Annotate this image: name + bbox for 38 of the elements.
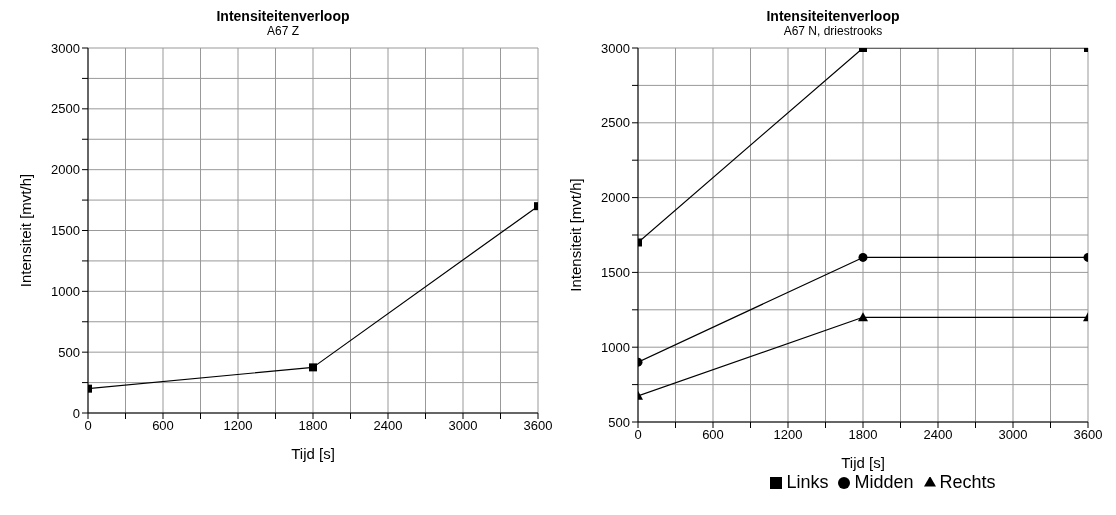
chart-title: Intensiteitenverloop bbox=[215, 8, 351, 24]
x-axis-title: Tijd [s] bbox=[291, 445, 335, 462]
x-tick-label: 3600 bbox=[1073, 427, 1103, 443]
x-tick-label: 1800 bbox=[848, 427, 878, 443]
legend-label: Rechts bbox=[939, 472, 996, 492]
y-tick-label: 2000 bbox=[601, 190, 630, 206]
y-tick-label: 0 bbox=[72, 405, 80, 421]
x-tick-label: 0 bbox=[634, 427, 642, 443]
x-tick-label: 600 bbox=[702, 427, 724, 443]
y-axis-title: Intensiteit [mvt/h] bbox=[567, 178, 585, 292]
y-axis-title: Intensiteit [mvt/h] bbox=[17, 173, 35, 288]
chart-subtitle: A67 Z bbox=[266, 24, 300, 38]
y-tick-label: 3000 bbox=[601, 40, 630, 56]
y-tick-label: 1000 bbox=[51, 283, 80, 299]
chart-subtitle: A67 N, driestrooks bbox=[782, 24, 884, 38]
y-tick-label: 3000 bbox=[51, 40, 80, 56]
x-tick-label: 1200 bbox=[773, 427, 803, 443]
x-tick-label: 1200 bbox=[223, 418, 253, 434]
y-tick-label: 1000 bbox=[601, 339, 630, 355]
y-tick-label: 2500 bbox=[51, 101, 80, 117]
x-tick-label: 3000 bbox=[998, 427, 1028, 443]
x-axis-title: Tijd [s] bbox=[841, 454, 885, 471]
x-tick-label: 3000 bbox=[448, 418, 478, 434]
y-tick-label: 1500 bbox=[601, 265, 630, 281]
y-tick-label: 2000 bbox=[51, 162, 80, 178]
x-tick-label: 2400 bbox=[373, 418, 403, 434]
x-tick-label: 2400 bbox=[923, 427, 953, 443]
y-tick-label: 2500 bbox=[601, 115, 630, 131]
x-tick-label: 3600 bbox=[523, 418, 553, 434]
legend-label: Midden bbox=[854, 472, 914, 492]
x-tick-label: 600 bbox=[152, 418, 174, 434]
chart-title: Intensiteitenverloop bbox=[765, 8, 901, 24]
y-tick-label: 500 bbox=[58, 344, 80, 360]
x-tick-label: 0 bbox=[84, 418, 92, 434]
legend-label: Links bbox=[786, 472, 829, 492]
y-tick-label: 1500 bbox=[51, 223, 80, 239]
x-tick-label: 1800 bbox=[298, 418, 328, 434]
y-tick-label: 500 bbox=[608, 414, 630, 430]
